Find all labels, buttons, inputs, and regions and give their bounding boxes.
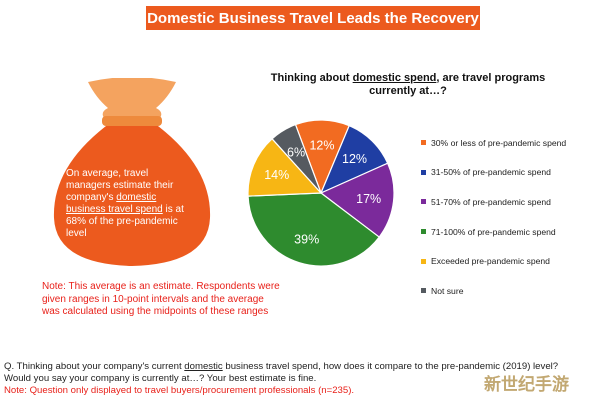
- legend-swatch: [421, 169, 426, 175]
- estimate-note: Note: This average is an estimate. Respo…: [42, 281, 280, 317]
- pie-label-0: 12%: [309, 139, 334, 153]
- legend-item-5: Not sure: [421, 276, 591, 306]
- chart-title: Thinking about domestic spend, are trave…: [270, 72, 546, 97]
- pie-slice-2: [319, 162, 395, 238]
- legend-item-4: Exceeded pre-pandemic spend: [421, 246, 591, 276]
- legend-item-3: 71-100% of pre-pandemic spend: [421, 217, 591, 247]
- legend-label: 71-100% of pre-pandemic spend: [431, 226, 556, 237]
- legend-item-1: 31-50% of pre-pandemic spend: [421, 158, 591, 188]
- legend-swatch: [421, 288, 426, 294]
- chart-legend: 30% or less of pre-pandemic spend 31-50% …: [421, 128, 591, 306]
- pie-slice-5: [271, 123, 322, 194]
- pie-label-1: 12%: [342, 152, 367, 166]
- pie-slice-3: [247, 192, 381, 267]
- page-title: Domestic Business Travel Leads the Recov…: [146, 6, 480, 30]
- money-bag-icon: [53, 78, 211, 266]
- legend-swatch: [421, 258, 426, 264]
- legend-item-0: 30% or less of pre-pandemic spend: [421, 128, 591, 158]
- legend-label: Exceeded pre-pandemic spend: [431, 256, 550, 267]
- pie-label-4: 14%: [264, 168, 289, 182]
- pie-label-5: 6%: [287, 145, 305, 159]
- legend-item-2: 51-70% of pre-pandemic spend: [421, 187, 591, 217]
- survey-question: Q. Thinking about your company's current…: [4, 361, 559, 396]
- legend-swatch: [421, 229, 426, 235]
- pie-slice-4: [247, 137, 323, 197]
- bag-text: On average, travel managers estimate the…: [66, 168, 184, 239]
- legend-swatch: [421, 140, 426, 146]
- pie-chart: 12% 12% 17% 39% 14% 6%: [247, 119, 395, 267]
- legend-swatch: [421, 199, 426, 205]
- legend-label: 31-50% of pre-pandemic spend: [431, 167, 551, 178]
- pie-label-3: 39%: [294, 232, 319, 246]
- pie-label-2: 17%: [356, 192, 381, 206]
- legend-label: 51-70% of pre-pandemic spend: [431, 196, 551, 207]
- legend-label: Not sure: [431, 285, 464, 296]
- legend-label: 30% or less of pre-pandemic spend: [431, 137, 567, 148]
- watermark-logo: 新世纪手游: [484, 375, 569, 394]
